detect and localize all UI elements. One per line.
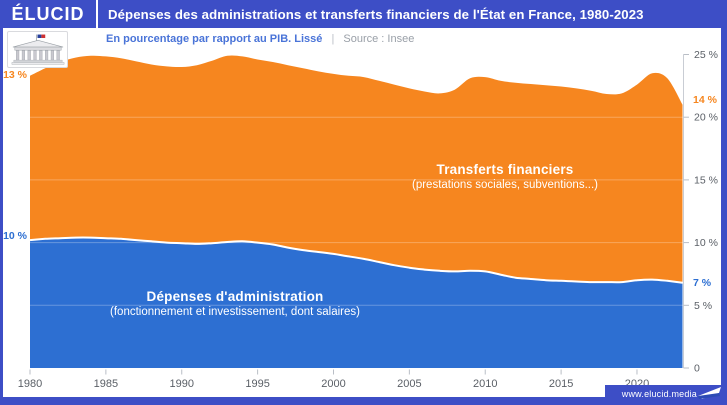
y-tick-label: 15 % <box>694 174 718 186</box>
header-divider <box>96 0 98 28</box>
x-tick-label: 1990 <box>170 378 194 390</box>
brand-logo: ÉLUCID <box>11 3 85 24</box>
annotation-transfers: Transferts financiers (prestations socia… <box>412 162 598 191</box>
subtitle-row: En pourcentage par rapport au PIB. Lissé… <box>106 33 414 45</box>
subtitle-separator: | <box>331 33 335 45</box>
y-tick-label: 20 % <box>694 112 718 124</box>
admin-area-outline <box>29 236 683 284</box>
subtitle: En pourcentage par rapport au PIB. Lissé <box>106 33 323 45</box>
annotation-admin-title: Dépenses d'administration <box>146 289 324 304</box>
assembly-building-icon <box>11 34 64 65</box>
header-bar: ÉLUCID Dépenses des administrations et t… <box>0 0 727 28</box>
source-label: Source : Insee <box>343 33 415 45</box>
x-tick-label: 1995 <box>245 378 269 390</box>
annotation-admin: Dépenses d'administration (fonctionnemen… <box>110 289 360 318</box>
page-title: Dépenses des administrations et transfer… <box>108 6 644 22</box>
footer-tab <box>605 385 721 405</box>
frame-border-left <box>0 0 3 405</box>
x-tick-label: 1985 <box>94 378 118 390</box>
x-tick-label: 2005 <box>397 378 421 390</box>
label-admin-start-value: 10 % <box>3 230 27 242</box>
x-tick-label: 2015 <box>549 378 573 390</box>
y-tick-label: 5 % <box>694 300 712 312</box>
x-tick-label: 2010 <box>473 378 497 390</box>
label-transfers-end-value: 14 % <box>693 94 717 106</box>
annotation-admin-subtitle: (fonctionnement et investissement, dont … <box>110 306 360 318</box>
elucid-pennant-icon <box>698 387 721 399</box>
label-transfers-start-value: 13 % <box>3 69 27 81</box>
y-tick-label: 0 <box>694 363 700 375</box>
y-tick-label: 10 % <box>694 237 718 249</box>
annotation-transfers-subtitle: (prestations sociales, subventions...) <box>411 179 599 191</box>
footer-bar <box>0 397 727 405</box>
footer-url: www.elucid.media <box>621 389 697 399</box>
x-tick-label: 2000 <box>321 378 345 390</box>
assembly-logo-card <box>7 31 68 68</box>
annotation-transfers-title: Transferts financiers <box>436 162 574 177</box>
x-tick-label: 1980 <box>18 378 42 390</box>
admin-area <box>30 237 683 368</box>
y-tick-label: 25 % <box>694 49 718 61</box>
label-admin-end-value: 7 % <box>693 277 712 289</box>
frame-border-right <box>721 0 727 405</box>
